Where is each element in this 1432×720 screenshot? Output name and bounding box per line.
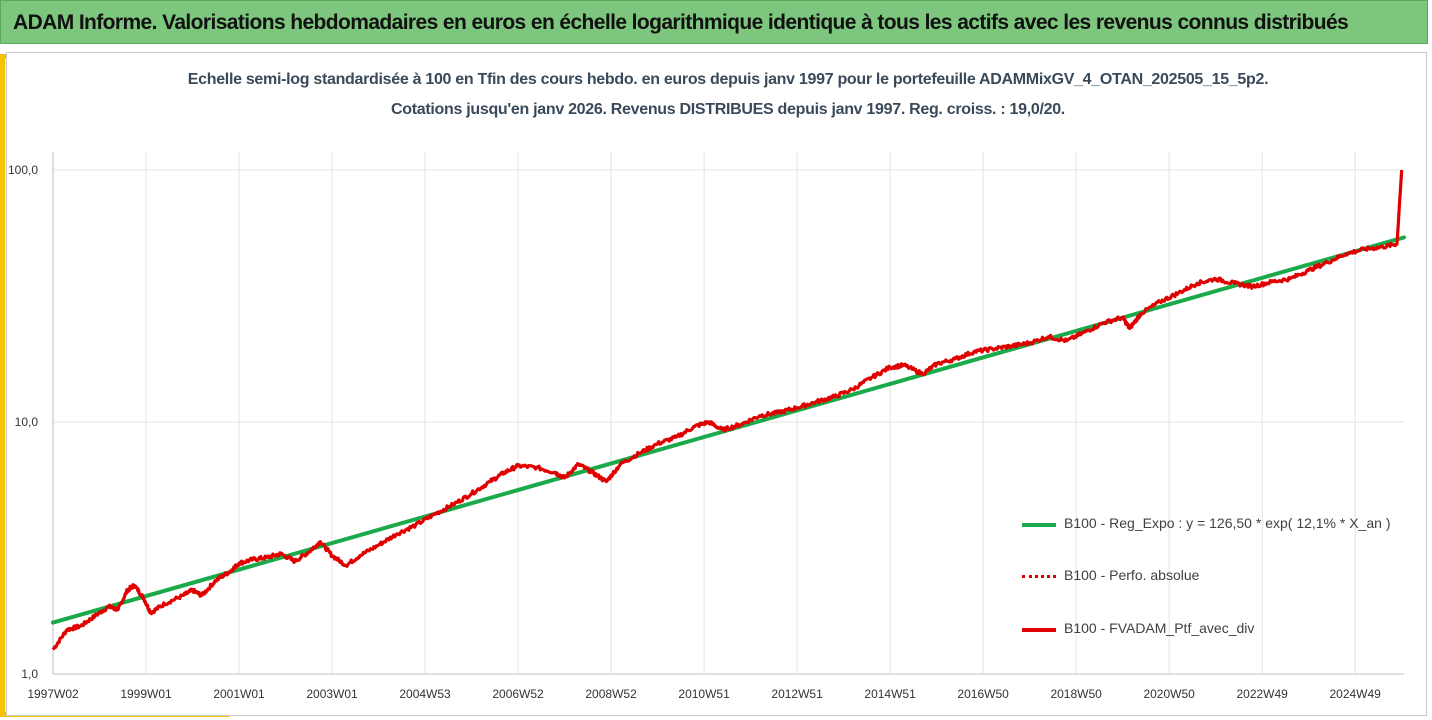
legend-swatch-regression <box>1022 523 1056 527</box>
chart-frame <box>6 52 1427 716</box>
x-tick-label: 2012W51 <box>771 687 823 701</box>
x-tick-label: 2016W50 <box>957 687 1009 701</box>
legend-label-perfo-absolue: B100 - Perfo. absolue <box>1064 567 1200 583</box>
y-tick-label: 1,0 <box>21 667 38 681</box>
legend-label-regression: B100 - Reg_Expo : y = 126,50 * exp( 12,1… <box>1064 515 1391 531</box>
chart-subtitle-line-2: Cotations jusqu'en janv 2026. Revenus DI… <box>391 101 1065 118</box>
x-tick-label: 2020W50 <box>1143 687 1195 701</box>
x-tick-label: 2008W52 <box>585 687 637 701</box>
y-tick-label: 10,0 <box>15 415 39 429</box>
x-tick-label: 2024W49 <box>1329 687 1381 701</box>
x-tick-label: 2001W01 <box>213 687 265 701</box>
x-tick-label: 1997W02 <box>27 687 79 701</box>
x-tick-label: 2003W01 <box>306 687 358 701</box>
report-banner: ADAM Informe. Valorisations hebdomadaire… <box>0 0 1428 44</box>
x-tick-label: 2014W51 <box>864 687 916 701</box>
legend-swatch-perfo-absolue <box>1022 575 1056 578</box>
x-tick-label: 2018W50 <box>1050 687 1102 701</box>
legend-label-portfolio: B100 - FVADAM_Ptf_avec_div <box>1064 620 1255 636</box>
chart-subtitle-line-1: Echelle semi-log standardisée à 100 en T… <box>187 71 1269 88</box>
y-tick-label: 100,0 <box>8 163 38 177</box>
report-title: ADAM Informe. Valorisations hebdomadaire… <box>13 11 1349 34</box>
x-tick-label: 2010W51 <box>678 687 730 701</box>
x-tick-label: 2004W53 <box>399 687 451 701</box>
accent-bar-left <box>0 54 5 716</box>
x-tick-label: 2022W49 <box>1236 687 1288 701</box>
x-tick-label: 2006W52 <box>492 687 544 701</box>
legend-swatch-portfolio <box>1022 628 1056 632</box>
series-portfolio-line <box>51 169 1404 651</box>
x-tick-label: 1999W01 <box>120 687 172 701</box>
